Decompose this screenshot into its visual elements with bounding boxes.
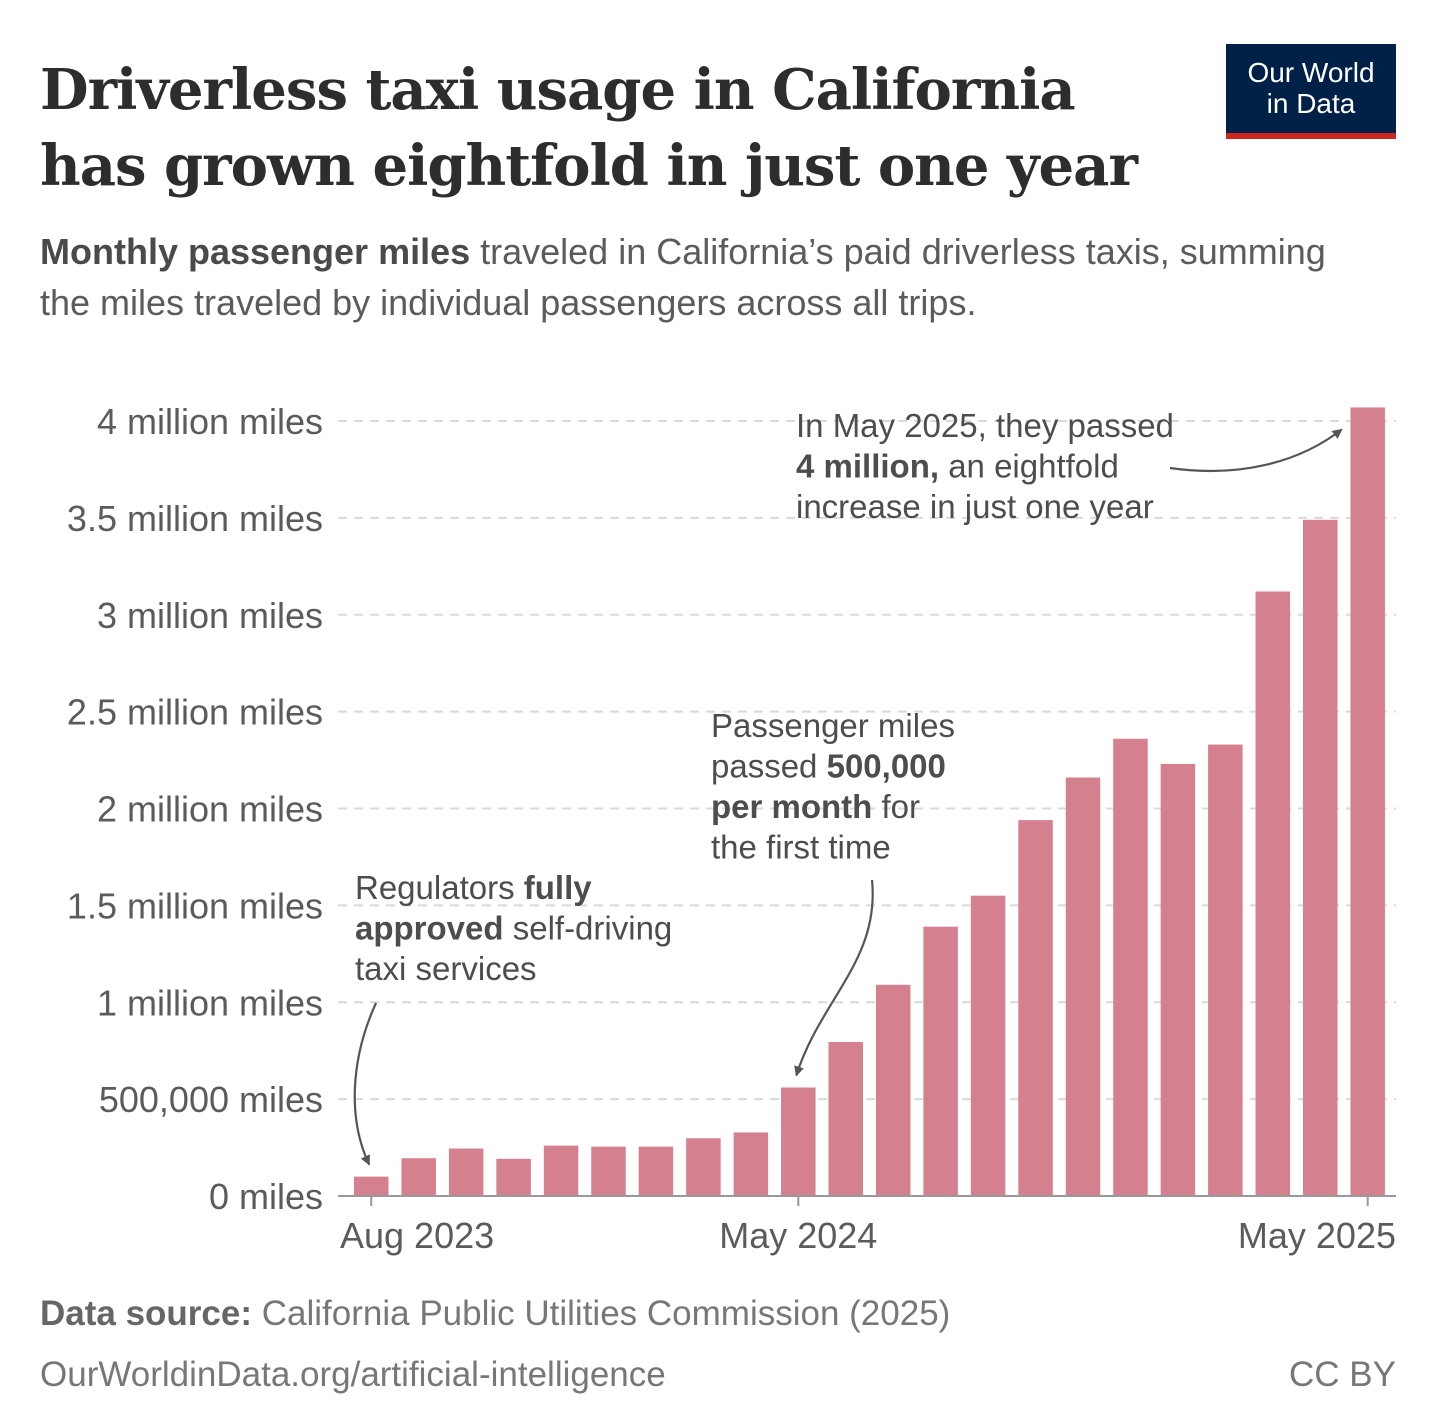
bar[interactable] [828,1041,864,1196]
annotation-segment: passed [711,748,827,785]
subtitle-rest: traveled in California’s paid driverless… [40,231,1326,323]
bar-chart: 0 miles 500,000 miles 1 million miles 1.5 m… [67,401,1396,1256]
bar[interactable] [781,1087,816,1197]
annotations: Regulators fully approved self-driving tax… [353,407,1343,1166]
annotation-segment: fully [524,869,592,906]
bar[interactable] [354,1176,389,1196]
annotation-arrow [353,1002,378,1166]
annotation-segment: an eightfold [939,448,1119,485]
y-tick-label: 2 million miles [97,789,323,830]
bar[interactable] [923,926,958,1196]
bar[interactable] [1113,738,1148,1196]
bar[interactable] [1065,777,1101,1197]
bar[interactable] [1018,820,1053,1196]
y-axis-labels: 0 miles 500,000 miles 1 million miles 1.5 m… [67,401,323,1217]
annotation-segment: increase in just one year [796,488,1154,525]
bar[interactable] [686,1138,721,1196]
x-tick-label: May 2025 [1238,1215,1396,1256]
logo-line-1: Our World [1247,57,1375,88]
y-tick-label: 2.5 million miles [67,692,323,733]
data-source: Data source: California Public Utilities… [40,1294,950,1334]
annotation-segment: the first time [711,829,891,866]
bar[interactable] [1303,519,1338,1196]
bar[interactable] [1208,744,1243,1196]
y-tick-label: 4 million miles [97,401,323,442]
annotation-segment: per month [711,788,872,825]
annotation-text: Regulators fully approved self-driving tax… [355,869,672,987]
bar[interactable] [1255,591,1291,1197]
logo-line-2: in Data [1266,88,1356,119]
bar[interactable] [638,1146,674,1196]
annotation-text: In May 2025, they passed 4 million, an ei… [796,407,1174,525]
chart-title: Driverless taxi usage in California has … [40,57,1138,199]
bar[interactable] [875,984,911,1196]
bar[interactable] [970,895,1006,1196]
bar[interactable] [1160,763,1196,1196]
annotation-segment: Passenger miles [711,707,955,744]
subtitle-bold: Monthly passenger miles [40,231,471,272]
annotation-segment: Regulators [355,869,524,906]
annotation-text: Passenger miles passed 500,000 per month f… [711,707,955,866]
x-axis: Aug 2023 May 2024 May 2025 [338,1195,1396,1256]
bar[interactable] [401,1158,436,1196]
bar[interactable] [1350,407,1385,1196]
y-tick-label: 1.5 million miles [67,885,323,926]
y-tick-label: 3 million miles [97,595,323,636]
chart-subtitle: Monthly passenger miles traveled in Cali… [40,226,1380,328]
y-tick-label: 1 million miles [97,982,323,1023]
annotation-segment: In May 2025, they passed [796,407,1174,444]
bar[interactable] [543,1145,579,1196]
x-tick-label: May 2024 [719,1215,877,1256]
bars [354,407,1385,1196]
bar[interactable] [448,1148,484,1196]
y-tick-label: 500,000 miles [99,1079,323,1120]
annotation-segment: 4 million, [796,448,939,485]
annotation-segment: 500,000 [827,748,946,785]
y-tick-label: 3.5 million miles [67,498,323,539]
annotation-arrow [1169,428,1343,473]
owid-logo[interactable]: Our World in Data [1226,44,1396,139]
bar[interactable] [496,1158,531,1196]
bar[interactable] [591,1146,626,1196]
annotation-segment: approved [355,910,504,947]
license-link[interactable]: CC BY [1289,1355,1396,1394]
annotation-segment: self-driving [504,910,673,947]
x-tick-label: Aug 2023 [340,1215,494,1256]
annotation-arrow [794,879,874,1077]
annotation-segment: for [872,788,920,825]
annotation-segment: taxi services [355,950,537,987]
bar[interactable] [733,1132,769,1196]
source-url-link[interactable]: OurWorldinData.org/artificial-intelligen… [40,1355,666,1394]
y-tick-label: 0 miles [209,1176,323,1217]
data-source-text: California Public Utilities Commission (… [252,1294,951,1333]
data-source-label: Data source: [40,1294,253,1333]
